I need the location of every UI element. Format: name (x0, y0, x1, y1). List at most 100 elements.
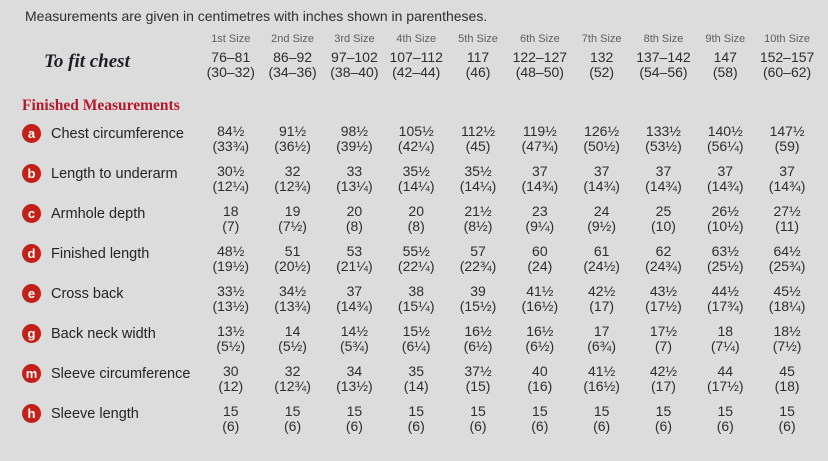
measurement-value-d-6: 60 (24) (509, 244, 571, 284)
measurement-value-b-6: 37 (14¾) (509, 164, 571, 204)
measurement-row-m: m Sleeve circumference 30 (12) 32 (12¾) 34 (13½… (0, 364, 818, 404)
measurement-label-cell: e Cross back (0, 284, 200, 324)
inches-value: (25¾) (768, 258, 806, 274)
section-row: Finished Measurements (0, 94, 818, 124)
measurement-value-m-4: 35 (14) (385, 364, 447, 404)
measurement-label-cell: g Back neck width (0, 324, 200, 364)
inches-value: (6¾) (587, 338, 617, 354)
to-fit-chest-value-3: 97–102 (38–40) (323, 50, 385, 94)
measurement-value-c-2: 19 (7½) (262, 204, 324, 244)
measurement-value-a-6: 119½ (47¾) (509, 124, 571, 164)
label-wrap: c Armhole depth (22, 204, 200, 223)
inches-value: (12¼) (212, 178, 250, 194)
cm-value: 34 (346, 363, 363, 379)
inches-value: (52) (589, 64, 615, 80)
cm-value: 35 (408, 363, 424, 379)
size-header-4: 4th Size (396, 33, 437, 45)
cm-value: 84½ (217, 123, 245, 139)
measurement-label: Cross back (51, 285, 124, 302)
inches-value: (45) (465, 138, 491, 154)
inches-value: (18) (774, 378, 800, 394)
measurement-value-c-5: 21½ (8½) (447, 204, 509, 244)
cm-value: 86–92 (273, 49, 313, 65)
size-header-7: 7th Size (581, 33, 622, 45)
cm-value: 33½ (217, 283, 245, 299)
inches-value: (17¾) (706, 298, 744, 314)
inches-value: (15½) (459, 298, 497, 314)
inches-value: (54–56) (639, 64, 688, 80)
cm-value: 62 (655, 243, 672, 259)
measurement-value-e-4: 38 (15¼) (385, 284, 447, 324)
inches-value: (17) (589, 298, 615, 314)
inches-value: (14¾) (768, 178, 806, 194)
letter-badge-h: h (22, 404, 41, 423)
measurement-value-h-7: 15 (6) (571, 404, 633, 444)
cm-value: 53 (346, 243, 363, 259)
inches-value: (14¾) (336, 298, 373, 314)
cm-value: 48½ (217, 243, 245, 259)
measurement-value-g-3: 14½ (5¾) (323, 324, 385, 364)
size-header-6: 6th Size (519, 33, 560, 45)
to-fit-chest-value-9: 147 (58) (694, 50, 756, 94)
measurement-value-h-10: 15 (6) (756, 404, 818, 444)
to-fit-chest-value-5: 117 (46) (447, 50, 509, 94)
inches-value: (16) (527, 378, 553, 394)
inches-value: (14¼) (397, 178, 435, 194)
measurement-value-c-7: 24 (9½) (571, 204, 633, 244)
cm-value: 15 (284, 403, 301, 419)
measurement-value-b-5: 35½ (14¼) (447, 164, 509, 204)
measurement-value-b-1: 30½ (12¼) (200, 164, 262, 204)
measurement-label-cell: h Sleeve length (0, 404, 200, 444)
section-cell: Finished Measurements (0, 94, 818, 124)
cm-value: 13½ (217, 323, 245, 339)
cm-value: 133½ (645, 123, 681, 139)
cm-value: 107–112 (389, 49, 443, 65)
measurement-label-cell: a Chest circumference (0, 124, 200, 164)
inches-value: (17) (651, 378, 676, 394)
measurement-value-d-4: 55½ (22¼) (385, 244, 447, 284)
measurement-value-a-1: 84½ (33¾) (200, 124, 262, 164)
measurement-value-a-5: 112½ (45) (447, 124, 509, 164)
measurement-label: Sleeve circumference (51, 365, 191, 382)
cm-value: 119½ (522, 123, 557, 139)
cm-value: 14½ (340, 323, 369, 339)
inches-value: (34–36) (268, 64, 317, 80)
inches-value: (10) (651, 218, 676, 234)
measurement-value-g-9: 18 (7¼) (694, 324, 756, 364)
inches-value: (15¼) (397, 298, 435, 314)
cm-value: 147½ (769, 123, 805, 139)
inches-value: (10½) (706, 218, 744, 234)
cm-value: 41½ (526, 283, 554, 299)
measurement-label-cell: m Sleeve circumference (0, 364, 200, 404)
cm-value: 57 (470, 243, 486, 259)
cm-value: 35½ (402, 163, 430, 179)
to-fit-chest-label: To fit chest (44, 51, 130, 72)
inches-value: (38–40) (330, 64, 379, 80)
inches-value: (7¼) (710, 338, 740, 354)
inches-value: (6½) (525, 338, 555, 354)
cm-value: 37 (346, 283, 363, 299)
cm-value: 15 (470, 403, 486, 419)
inches-value: (20½) (274, 258, 311, 274)
cm-value: 122–127 (512, 49, 568, 65)
measurement-value-b-7: 37 (14¾) (571, 164, 633, 204)
inches-value: (6½) (463, 338, 493, 354)
measurement-value-a-4: 105½ (42¼) (385, 124, 447, 164)
letter-badge-c: c (22, 204, 41, 223)
measurement-value-e-2: 34½ (13¾) (262, 284, 324, 324)
cm-value: 37 (593, 163, 610, 179)
measurement-value-d-2: 51 (20½) (262, 244, 324, 284)
inches-value: (6) (593, 418, 611, 434)
inches-value: (18¼) (768, 298, 806, 314)
measurement-value-a-2: 91½ (36½) (262, 124, 324, 164)
inches-value: (14¼) (459, 178, 497, 194)
measurement-value-e-5: 39 (15½) (447, 284, 509, 324)
inches-value: (5½) (216, 338, 246, 354)
measurement-value-a-10: 147½ (59) (756, 124, 818, 164)
cm-value: 39 (470, 283, 486, 299)
cm-value: 44 (717, 363, 734, 379)
cm-value: 64½ (773, 243, 801, 259)
cm-value: 98½ (340, 123, 369, 139)
cm-value: 34½ (278, 283, 307, 299)
